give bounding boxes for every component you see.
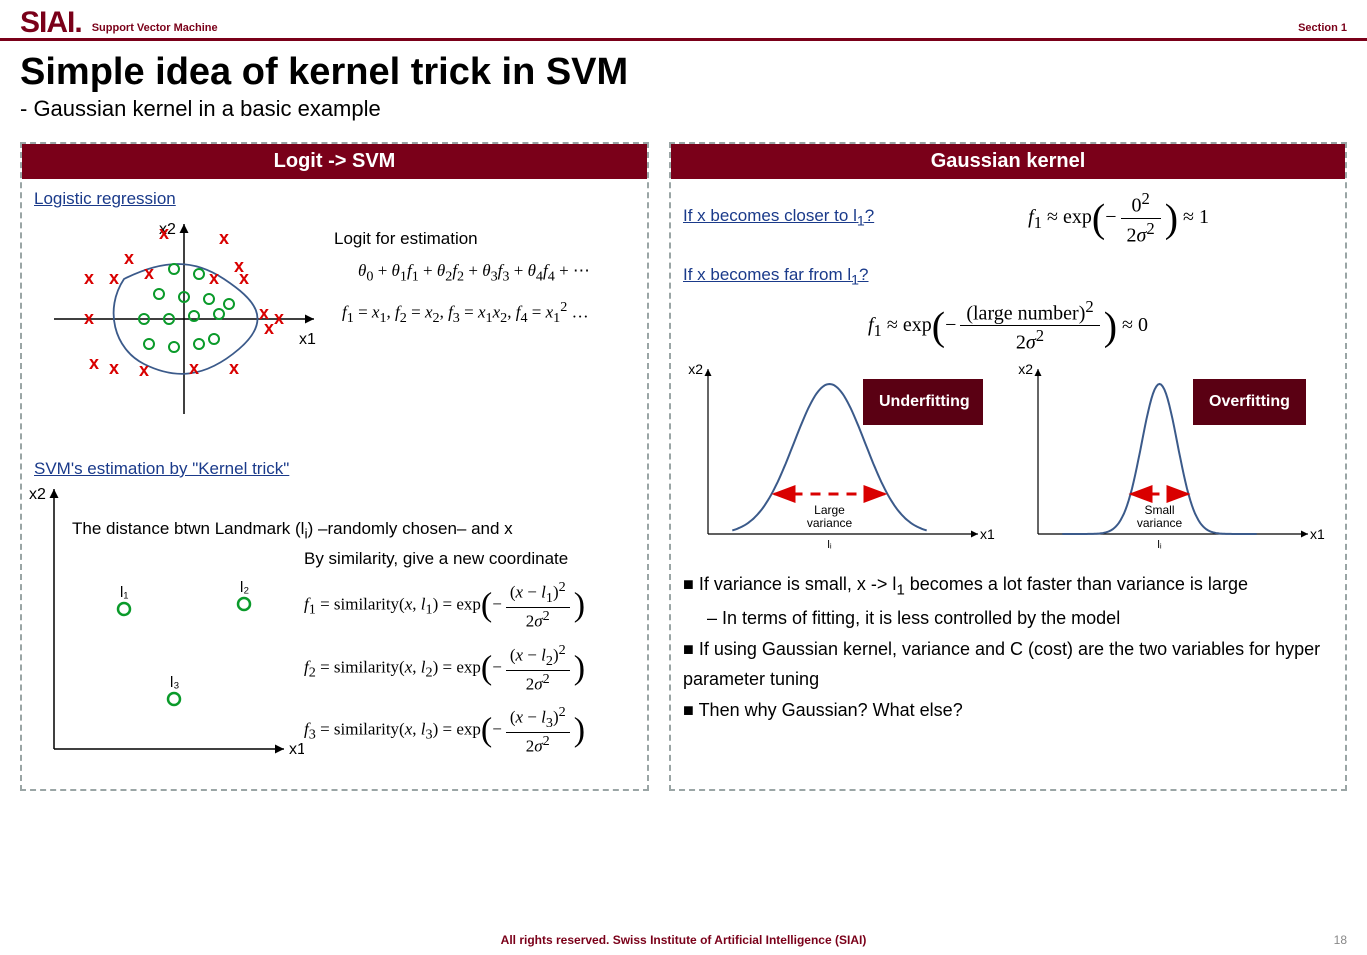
left-panel: Logit -> SVM Logistic regression x1x2xxx…: [20, 142, 649, 791]
right-panel-heading: Gaussian kernel: [671, 144, 1345, 179]
question-2: If x becomes far from l1?: [683, 265, 1333, 288]
svg-text:x: x: [234, 256, 244, 276]
svg-text:x: x: [84, 268, 94, 288]
svg-text:variance: variance: [1137, 516, 1183, 530]
svg-text:x: x: [109, 268, 119, 288]
similarity-eq-3: f3 = similarity(x, l3) = exp(−(x − l3)22…: [304, 704, 585, 757]
svg-text:x: x: [219, 228, 229, 248]
svg-text:x: x: [144, 263, 154, 283]
logit-label: Logit for estimation: [334, 229, 590, 249]
svg-text:x2: x2: [688, 361, 703, 377]
svg-text:x: x: [189, 358, 199, 378]
svg-text:x: x: [209, 268, 219, 288]
fit-tag: Underfitting: [863, 379, 983, 425]
bullet-item: If variance is small, x -> l1 becomes a …: [683, 569, 1333, 603]
scatter-plot: x1x2xxxxxxxxxxxxxxxxxx: [34, 209, 334, 429]
svg-text:variance: variance: [807, 516, 853, 530]
left-panel-body: Logistic regression x1x2xxxxxxxxxxxxxxxx…: [22, 179, 647, 789]
svg-text:x: x: [139, 360, 149, 380]
svg-text:x1: x1: [289, 741, 304, 758]
page-title: Simple idea of kernel trick in SVM: [20, 51, 1367, 94]
svg-text:lᵢ: lᵢ: [827, 539, 831, 551]
equation-2: f1 ≈ exp(−(large number)22σ2) ≈ 0: [683, 297, 1333, 355]
page-subtitle: - Gaussian kernel in a basic example: [20, 96, 1367, 122]
svg-text:x1: x1: [1310, 526, 1325, 542]
svg-text:l₁: l₁: [120, 584, 128, 601]
similarity-eq-1: f1 = similarity(x, l1) = exp(−(x − l1)22…: [304, 579, 585, 632]
logo-text: SIAI: [20, 6, 74, 39]
svg-text:x1: x1: [299, 331, 316, 348]
similarity-intro: By similarity, give a new coordinate: [304, 549, 585, 569]
gaussian-chart-underfit: x1 x2 Largevariance lᵢ Underfitting: [683, 359, 1003, 559]
question-1: If x becomes closer to l1?: [683, 206, 874, 229]
fit-tag: Overfitting: [1193, 379, 1306, 425]
course-name: Support Vector Machine: [92, 22, 1298, 38]
left-panel-heading: Logit -> SVM: [22, 144, 647, 179]
page-number: 18: [1334, 933, 1347, 947]
logit-equation-2: f1 = x1, f2 = x2, f3 = x1x2, f4 = x12 …: [342, 299, 590, 327]
logo: SIAI.: [20, 8, 82, 38]
svg-text:x: x: [264, 318, 274, 338]
svg-text:x2: x2: [1018, 361, 1033, 377]
svg-text:x: x: [84, 308, 94, 328]
svg-text:x1: x1: [980, 526, 995, 542]
bullet-item: In terms of fitting, it is less controll…: [707, 603, 1333, 634]
svg-text:x: x: [124, 248, 134, 268]
logistic-regression-heading: Logistic regression: [34, 189, 635, 209]
right-panel-body: If x becomes closer to l1? f1 ≈ exp(−022…: [671, 179, 1345, 735]
gaussian-chart-overfit: x1 x2 Smallvariance lᵢ Overfitting: [1013, 359, 1333, 559]
logit-eq-block: Logit for estimation θ0 + θ1f1 + θ2f2 + …: [334, 229, 590, 327]
similarity-equations: f1 = similarity(x, l1) = exp(−(x − l1)22…: [304, 579, 585, 757]
svg-text:Small: Small: [1144, 503, 1174, 517]
content-columns: Logit -> SVM Logistic regression x1x2xxx…: [0, 142, 1367, 791]
section-label: Section 1: [1298, 22, 1347, 38]
bullet-list: If variance is small, x -> l1 becomes a …: [683, 569, 1333, 725]
svg-text:Large: Large: [814, 503, 845, 517]
logit-equation-1: θ0 + θ1f1 + θ2f2 + θ3f3 + θ4f4 + ⋯: [358, 261, 590, 285]
similarity-eq-2: f2 = similarity(x, l2) = exp(−(x − l2)22…: [304, 642, 585, 695]
kernel-trick-heading: SVM's estimation by "Kernel trick": [34, 459, 635, 479]
svg-text:x: x: [274, 308, 284, 328]
footer-text: All rights reserved. Swiss Institute of …: [0, 933, 1367, 947]
bullet-item: If using Gaussian kernel, variance and C…: [683, 634, 1333, 695]
svg-text:l₂: l₂: [240, 579, 249, 596]
svg-text:x2: x2: [29, 486, 46, 503]
svg-text:x: x: [109, 358, 119, 378]
similarity-block: By similarity, give a new coordinate f1 …: [304, 549, 585, 779]
equation-1: f1 ≈ exp(−022σ2) ≈ 1: [904, 189, 1333, 247]
right-panel: Gaussian kernel If x becomes closer to l…: [669, 142, 1347, 791]
logit-row: x1x2xxxxxxxxxxxxxxxxxx Logit for estimat…: [34, 209, 635, 429]
svg-text:x: x: [159, 223, 169, 243]
bullet-item: Then why Gaussian? What else?: [683, 695, 1333, 726]
top-bar: SIAI. Support Vector Machine Section 1: [0, 0, 1367, 41]
svg-text:lᵢ: lᵢ: [1157, 539, 1161, 551]
gaussian-charts-row: x1x2LargevariancelᵢUnderfitting x1x2Smal…: [683, 359, 1333, 559]
q1-row: If x becomes closer to l1? f1 ≈ exp(−022…: [683, 189, 1333, 247]
distance-text: The distance btwn Landmark (li) –randoml…: [72, 519, 513, 542]
svg-text:l₃: l₃: [170, 674, 179, 691]
svg-text:x: x: [229, 358, 239, 378]
svg-text:x: x: [89, 353, 99, 373]
